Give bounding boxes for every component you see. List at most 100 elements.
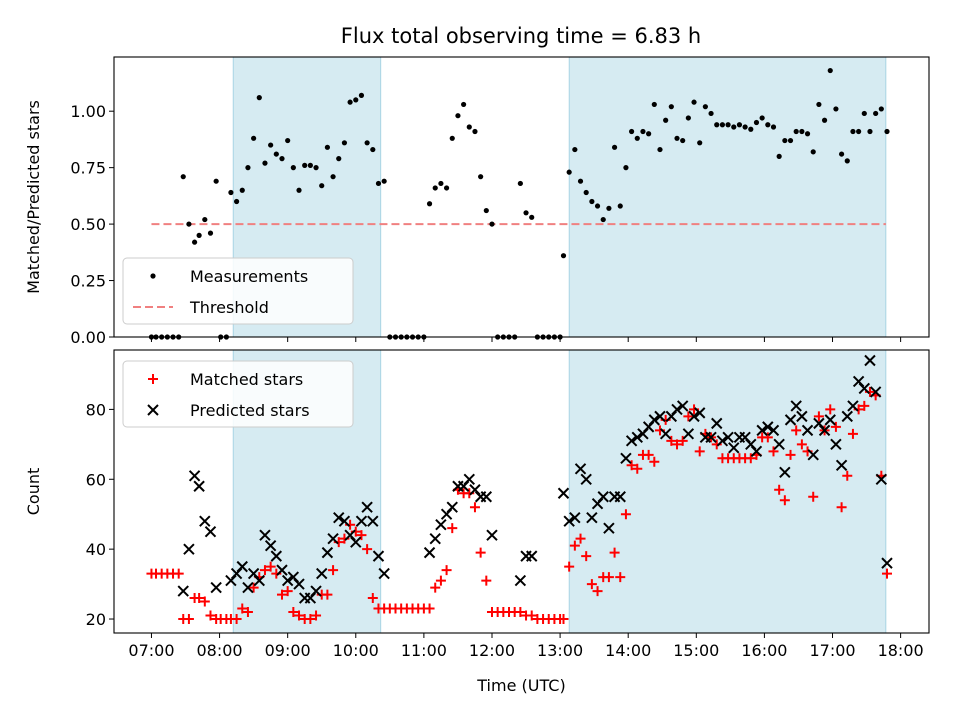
legend-marker-plus <box>148 374 158 384</box>
data-point <box>666 435 677 446</box>
data-point <box>603 572 614 583</box>
data-point <box>265 561 276 572</box>
data-point <box>801 424 814 437</box>
data-point <box>830 421 841 432</box>
x-tick-label: 11:00 <box>401 641 447 660</box>
data-point <box>293 578 305 590</box>
data-point <box>614 491 626 503</box>
y-tick-label: 80 <box>86 400 106 419</box>
data-point <box>753 119 760 126</box>
data-point <box>731 124 737 130</box>
data-point <box>423 546 436 559</box>
data-point <box>821 117 828 123</box>
data-point <box>276 564 288 576</box>
data-point <box>878 106 884 112</box>
data-point <box>273 151 279 157</box>
data-point <box>523 210 529 216</box>
data-point <box>202 216 208 223</box>
x-tick-label: 12:00 <box>469 641 515 660</box>
data-point <box>694 407 706 419</box>
data-point <box>231 614 242 625</box>
data-point <box>248 582 259 593</box>
data-point <box>256 95 262 101</box>
axes-frame <box>113 56 930 338</box>
data-point <box>603 522 615 534</box>
data-point <box>569 511 581 524</box>
data-point <box>768 446 779 457</box>
x-tick-label: 17:00 <box>809 641 855 660</box>
legend-label: Measurements <box>190 267 308 286</box>
data-point <box>426 201 433 207</box>
data-point <box>634 135 640 141</box>
data-point <box>188 470 201 482</box>
data-point <box>804 131 811 137</box>
data-point <box>586 579 597 590</box>
data-point <box>279 156 285 162</box>
data-point <box>483 207 489 214</box>
data-point <box>580 473 592 485</box>
data-point <box>629 128 635 135</box>
y-axis-label: Matched/Predicted stars <box>24 100 43 294</box>
data-point <box>688 410 700 423</box>
data-point <box>844 158 850 164</box>
data-point <box>875 473 888 485</box>
data-point <box>648 414 661 426</box>
data-point <box>432 185 438 191</box>
data-point <box>364 140 370 146</box>
data-point <box>640 128 646 135</box>
data-point <box>649 456 660 467</box>
data-point <box>330 174 336 180</box>
data-point <box>736 122 743 128</box>
data-point <box>358 92 365 98</box>
data-point <box>714 122 720 128</box>
data-point <box>183 614 194 625</box>
shaded-interval-1 <box>568 349 887 634</box>
data-point <box>847 428 858 439</box>
data-point <box>708 110 714 117</box>
data-point <box>270 550 283 562</box>
data-point <box>767 424 780 437</box>
data-point <box>463 473 475 485</box>
data-point <box>836 502 847 513</box>
data-point <box>213 178 219 184</box>
shaded-interval-1 <box>568 56 887 338</box>
axes-frame <box>113 349 930 634</box>
data-point <box>563 515 575 527</box>
data-point <box>869 386 882 398</box>
data-point <box>779 466 791 478</box>
data-point <box>574 463 587 475</box>
data-point <box>475 547 486 558</box>
data-point <box>302 162 308 168</box>
data-point <box>253 574 265 587</box>
data-point <box>793 128 799 135</box>
x-tick-label: 16:00 <box>741 641 787 660</box>
x-tick-label: 13:00 <box>537 641 583 660</box>
data-point <box>620 509 631 520</box>
data-point <box>830 438 842 451</box>
data-point <box>307 162 313 168</box>
x-tick-label: 15:00 <box>673 641 719 660</box>
data-point <box>631 431 643 444</box>
data-point <box>361 501 373 513</box>
y-tick-label: 1.00 <box>70 102 106 121</box>
data-point <box>694 446 705 457</box>
data-point <box>838 151 845 157</box>
data-point <box>367 593 378 604</box>
data-point <box>782 137 788 144</box>
x-tick-label: 10:00 <box>333 641 379 660</box>
data-point <box>228 189 234 196</box>
data-point <box>239 187 245 193</box>
data-point <box>725 122 731 128</box>
data-point <box>600 216 606 223</box>
data-point <box>381 178 387 184</box>
legend-label: Threshold <box>189 298 269 317</box>
data-point <box>858 382 871 395</box>
data-point <box>617 203 623 209</box>
series-predicted-stars <box>177 354 893 604</box>
data-point <box>296 187 302 193</box>
data-point <box>841 410 853 423</box>
data-point <box>683 411 694 422</box>
data-point <box>807 449 819 461</box>
data-point <box>268 142 274 148</box>
data-point <box>564 561 575 572</box>
